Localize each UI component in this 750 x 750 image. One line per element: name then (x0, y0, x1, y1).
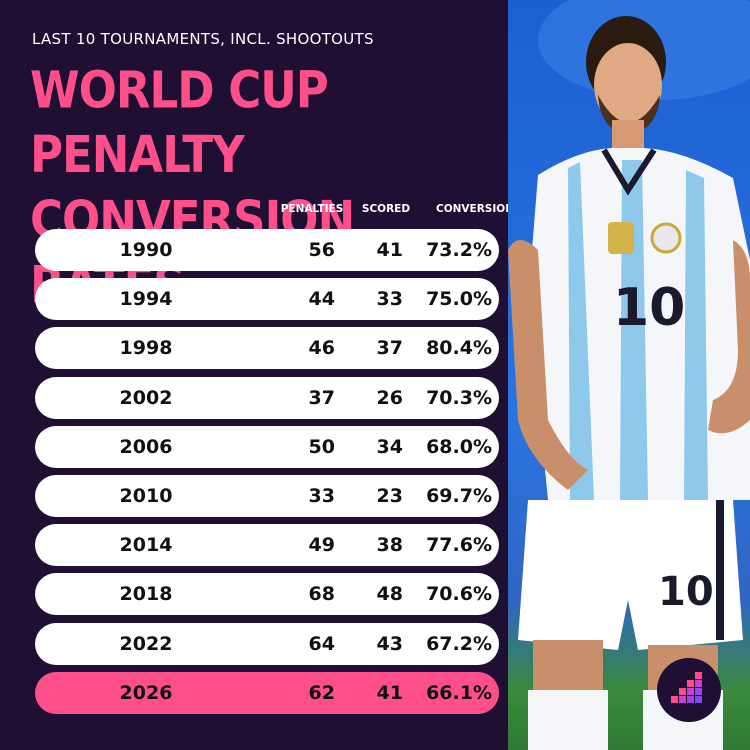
scored-cell: 34 (376, 436, 403, 458)
chart-subtitle: LAST 10 TOURNAMENTS, INCL. SHOOTOUTS (32, 30, 374, 48)
svg-text:10: 10 (658, 569, 714, 615)
penalties-cell: 50 (308, 436, 335, 458)
chart-title-line-1: WORLD CUP PENALTY (30, 60, 329, 185)
left-panel: LAST 10 TOURNAMENTS, INCL. SHOOTOUTS WOR… (30, 30, 514, 714)
year-cell: 2018 (119, 583, 173, 605)
svg-text:10: 10 (613, 278, 685, 338)
conversion-cell: 80.4% (426, 337, 492, 359)
conversion-cell: 75.0% (426, 288, 492, 310)
penalties-cell: 62 (308, 682, 335, 704)
player-illustration: 10 10 (508, 0, 750, 750)
penalties-cell: 49 (308, 534, 335, 556)
scored-cell: 43 (376, 633, 403, 655)
conversion-cell: 69.7% (426, 485, 492, 507)
table-row: 2010 33 23 69.7% (35, 475, 499, 517)
table-row: 2022 64 43 67.2% (35, 623, 499, 665)
conversion-cell: 73.2% (426, 239, 492, 261)
table-row: 1998 46 37 80.4% (35, 327, 499, 369)
conversion-cell: 68.0% (426, 436, 492, 458)
penalties-cell: 64 (308, 633, 335, 655)
player-photo: 10 10 (508, 0, 750, 750)
year-cell: 1998 (119, 337, 173, 359)
table-row: 2002 37 26 70.3% (35, 377, 499, 419)
conversion-cell: 70.3% (426, 387, 492, 409)
penalties-cell: 37 (308, 387, 335, 409)
year-cell: 1994 (119, 288, 173, 310)
table-row: 2018 68 48 70.6% (35, 573, 499, 615)
penalties-cell: 33 (308, 485, 335, 507)
brand-logo (657, 658, 721, 722)
conversion-cell: 66.1% (426, 682, 492, 704)
year-cell: 2002 (119, 387, 173, 409)
scored-cell: 23 (376, 485, 403, 507)
penalties-cell: 56 (308, 239, 335, 261)
year-cell: 2006 (119, 436, 173, 458)
column-header-penalties: PENALTIES (280, 203, 344, 215)
column-header-conversion: CONVERSION (436, 203, 514, 215)
table-row: 2014 49 38 77.6% (35, 524, 499, 566)
scored-cell: 41 (376, 239, 403, 261)
table-row: 2026 62 41 66.1% (35, 672, 499, 714)
bar-chart-logo-icon (671, 672, 702, 703)
table-row: 1994 44 33 75.0% (35, 278, 499, 320)
scored-cell: 33 (376, 288, 403, 310)
year-cell: 2014 (119, 534, 173, 556)
penalties-cell: 68 (308, 583, 335, 605)
table-row: 1990 56 41 73.2% (35, 229, 499, 271)
penalties-cell: 46 (308, 337, 335, 359)
scored-cell: 38 (376, 534, 403, 556)
table-row: 2006 50 34 68.0% (35, 426, 499, 468)
scored-cell: 41 (376, 682, 403, 704)
year-cell: 1990 (119, 239, 173, 261)
year-cell: 2022 (119, 633, 173, 655)
conversion-cell: 77.6% (426, 534, 492, 556)
scored-cell: 26 (376, 387, 403, 409)
conversion-cell: 67.2% (426, 633, 492, 655)
year-cell: 2026 (119, 682, 173, 704)
column-header-scored: SCORED (361, 203, 411, 215)
scored-cell: 48 (376, 583, 403, 605)
scored-cell: 37 (376, 337, 403, 359)
conversion-cell: 70.6% (426, 583, 492, 605)
year-cell: 2010 (119, 485, 173, 507)
penalties-cell: 44 (308, 288, 335, 310)
